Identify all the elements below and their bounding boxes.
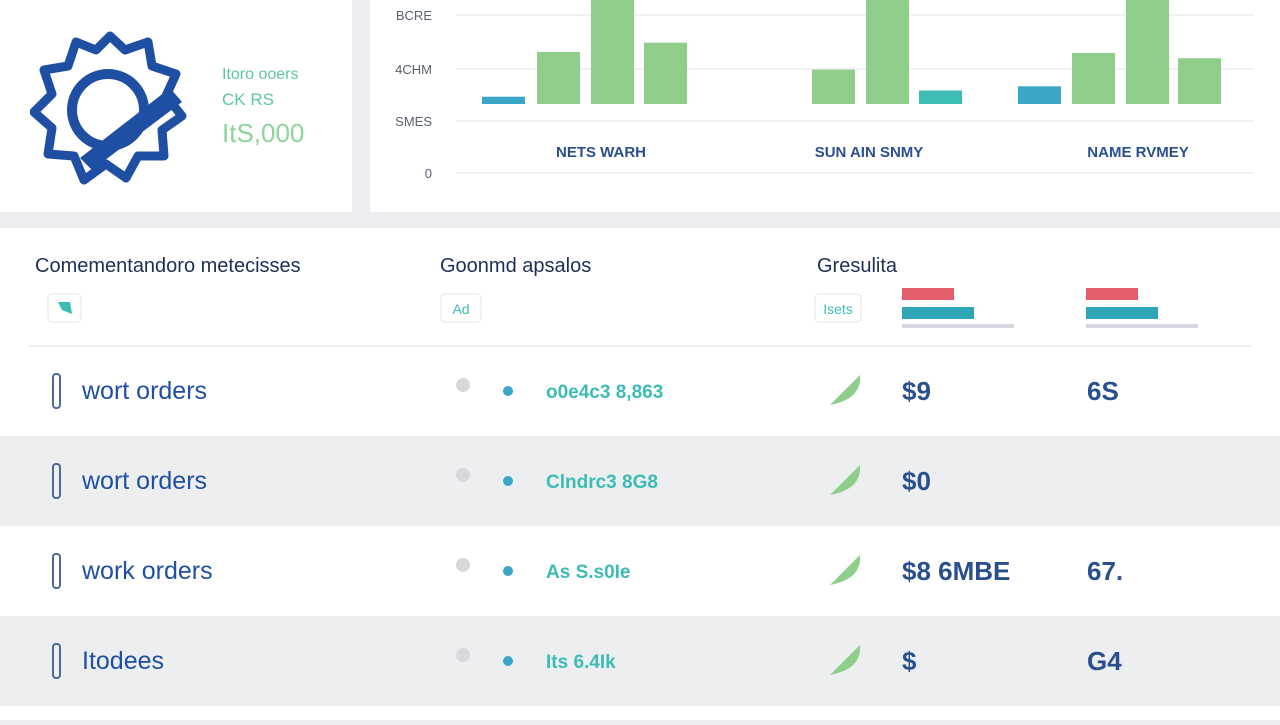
row-marker xyxy=(52,553,61,589)
row-value: $ xyxy=(902,646,917,676)
legend-swatch xyxy=(1086,288,1138,300)
row-background xyxy=(0,436,1280,526)
row-last: 6S xyxy=(1087,376,1119,406)
row-value: $9 xyxy=(902,376,931,406)
row-name: wort orders xyxy=(81,377,207,405)
column-header: Gresulita xyxy=(817,255,898,277)
table: Comementandoro metecisses Goonmd apsalos G… xyxy=(0,255,1280,706)
logo xyxy=(30,31,187,185)
badge-label: Isets xyxy=(823,301,853,317)
row-marker xyxy=(52,643,61,679)
chart-card: BCRE 4CHM SMES 0 NETS WARH SUN AIN SNMY NAME R… xyxy=(370,0,1280,212)
row-last: G4 xyxy=(1087,646,1122,676)
legend-swatch xyxy=(902,307,974,319)
row-value: $8 6MBE xyxy=(902,556,1010,586)
row-marker xyxy=(52,463,61,499)
row-icon xyxy=(456,468,470,482)
bar xyxy=(1126,0,1169,104)
badge xyxy=(814,293,862,323)
row-dot xyxy=(503,566,513,576)
y-label: 4CHM xyxy=(395,62,432,77)
bar xyxy=(482,96,525,104)
bar xyxy=(866,0,909,104)
row-background xyxy=(0,616,1280,706)
row-leaf xyxy=(830,465,861,495)
summary-line: Itoro ooers xyxy=(222,66,299,83)
y-label: 0 xyxy=(425,166,432,181)
row-code: Clndrc3 8G8 xyxy=(546,472,658,493)
legend-text xyxy=(1086,324,1198,328)
bar xyxy=(1178,58,1221,104)
legend-swatch xyxy=(902,288,954,300)
summary-amount: ItS,000 xyxy=(222,118,305,148)
group-label: NAME RVMEY xyxy=(1087,144,1188,161)
summary-card: Itoro ooers CK RS ItS,000 xyxy=(0,0,352,212)
legend-swatch xyxy=(1086,307,1158,319)
row-icon xyxy=(456,558,470,572)
row-code: o0e4c3 8,863 xyxy=(546,382,663,403)
row-last: 67. xyxy=(1087,556,1123,586)
badge-icon xyxy=(58,302,72,314)
bar xyxy=(812,69,855,104)
row-leaf xyxy=(830,645,861,675)
bar xyxy=(644,42,687,104)
bar-chart: BCRE 4CHM SMES 0 NETS WARH SUN AIN SNMY NAME R… xyxy=(395,0,1254,181)
group-label: NETS WARH xyxy=(556,144,646,161)
row-code: As S.s0Ie xyxy=(546,562,631,583)
row-name: wort orders xyxy=(81,467,207,495)
group-label: SUN AIN SNMY xyxy=(815,144,924,161)
row-dot xyxy=(503,476,513,486)
row-value: $0 xyxy=(902,466,931,496)
badge xyxy=(440,293,482,323)
column-header: Comementandoro metecisses xyxy=(35,255,301,277)
y-label: BCRE xyxy=(396,8,432,23)
bar xyxy=(537,52,580,104)
row-marker xyxy=(52,373,61,409)
bar xyxy=(919,90,962,104)
legend-text xyxy=(902,324,1014,328)
row-dot xyxy=(503,656,513,666)
row-name: Itodees xyxy=(82,647,164,675)
row-code: Its 6.4Ik xyxy=(546,652,616,673)
row-leaf xyxy=(830,375,861,405)
row-name: work orders xyxy=(81,557,213,585)
badge-label: Ad xyxy=(452,301,469,317)
row-icon xyxy=(456,648,470,662)
table-card: Comementandoro metecisses Goonmd apsalos G… xyxy=(0,228,1280,720)
bar xyxy=(1072,53,1115,104)
column-header: Goonmd apsalos xyxy=(440,255,591,277)
bar xyxy=(1018,86,1061,104)
y-label: SMES xyxy=(395,114,432,129)
summary-line: CK RS xyxy=(222,90,274,109)
row-icon xyxy=(456,378,470,392)
row-dot xyxy=(503,386,513,396)
bar xyxy=(591,0,634,104)
row-leaf xyxy=(830,555,861,585)
